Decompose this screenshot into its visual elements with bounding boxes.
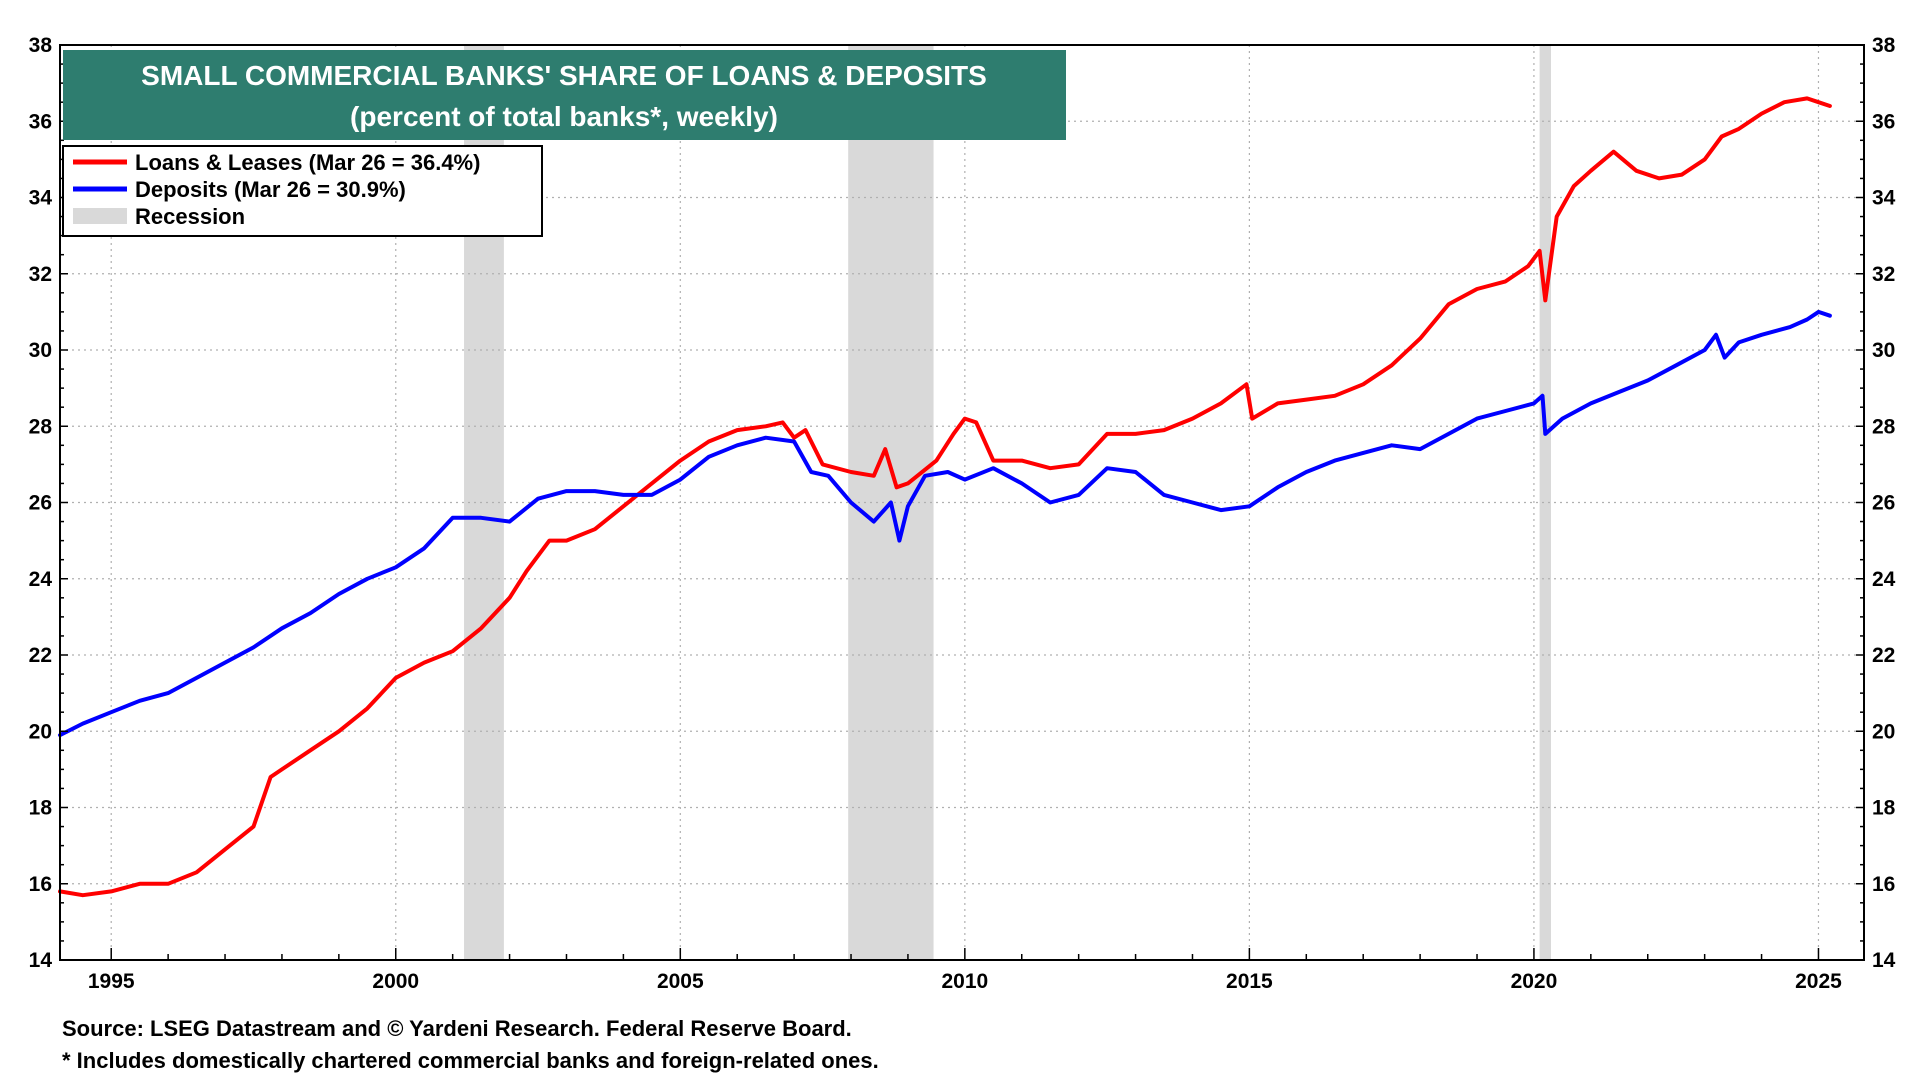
y-tick-label-left: 36: [29, 110, 52, 133]
x-tick-label: 2005: [657, 970, 704, 993]
y-tick-label-left: 22: [29, 644, 52, 667]
legend-label-deposits: Deposits (Mar 26 = 30.9%): [135, 177, 406, 202]
y-tick-label-right: 34: [1872, 187, 1896, 210]
y-tick-label-left: 20: [29, 720, 52, 743]
y-axis-right-labels: 14 16 18 20 22 24 26 28 30 32 34 36 38: [1872, 34, 1896, 972]
legend: Loans & Leases (Mar 26 = 36.4%) Deposits…: [62, 145, 543, 237]
y-tick-label-right: 24: [1872, 568, 1896, 591]
y-tick-label-right: 20: [1872, 720, 1895, 743]
y-axis-left-labels: 14 16 18 20 22 24 26 28 30 32 34 36 38: [29, 34, 53, 972]
y-tick-label-right: 26: [1872, 492, 1895, 515]
x-tick-label: 2025: [1795, 970, 1842, 993]
y-tick-label-right: 14: [1872, 949, 1896, 972]
y-tick-label-left: 32: [29, 263, 52, 286]
y-tick-label-left: 30: [29, 339, 52, 362]
y-tick-label-left: 24: [29, 568, 53, 591]
chart-title-box: SMALL COMMERCIAL BANKS' SHARE OF LOANS &…: [63, 50, 1066, 140]
x-tick-label: 1995: [88, 970, 135, 993]
series-line-deposits: [58, 309, 1832, 738]
series-lines: [58, 96, 1832, 898]
y-tick-label-right: 18: [1872, 797, 1896, 820]
y-tick-label-right: 28: [1872, 415, 1896, 438]
y-tick-label-left: 14: [29, 949, 53, 972]
series-line-loans: [58, 96, 1832, 898]
x-tick-label: 2000: [372, 970, 419, 993]
chart-subtitle: (percent of total banks*, weekly): [350, 101, 778, 132]
y-tick-label-right: 36: [1872, 110, 1895, 133]
y-tick-label-right: 16: [1872, 873, 1895, 896]
y-tick-label-left: 34: [29, 187, 53, 210]
footnote: * Includes domestically chartered commer…: [62, 1048, 879, 1073]
legend-label-recession: Recession: [135, 204, 245, 229]
y-tick-label-right: 30: [1872, 339, 1895, 362]
y-tick-label-left: 38: [29, 34, 53, 57]
x-tick-label: 2010: [941, 970, 988, 993]
source-note: Source: LSEG Datastream and © Yardeni Re…: [62, 1016, 852, 1041]
legend-box: [62, 145, 543, 237]
y-tick-label-left: 28: [29, 415, 53, 438]
legend-swatch-recession: [73, 208, 127, 224]
chart-title: SMALL COMMERCIAL BANKS' SHARE OF LOANS &…: [141, 60, 987, 91]
legend-label-loans: Loans & Leases (Mar 26 = 36.4%): [135, 150, 480, 175]
recession-band-2: [1539, 45, 1552, 960]
x-tick-label: 2015: [1226, 970, 1273, 993]
title-background: [63, 50, 1066, 140]
y-tick-label-right: 22: [1872, 644, 1895, 667]
y-tick-label-left: 18: [29, 797, 53, 820]
y-tick-label-right: 32: [1872, 263, 1895, 286]
x-axis-labels: 1995 2000 2005 2010 2015 2020 2025: [88, 970, 1842, 993]
y-tick-label-left: 26: [29, 492, 52, 515]
y-tick-label-left: 16: [29, 873, 52, 896]
y-tick-label-right: 38: [1872, 34, 1896, 57]
x-tick-label: 2020: [1511, 970, 1558, 993]
